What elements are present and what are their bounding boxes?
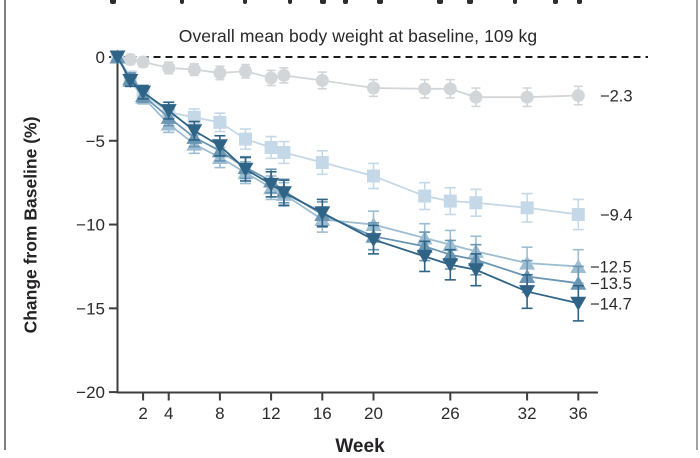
chart-subtitle: Overall mean body weight at baseline, 10… — [178, 26, 538, 46]
circle-marker — [469, 90, 483, 104]
series-gray-circles — [111, 50, 585, 108]
square-marker — [264, 140, 278, 154]
circle-marker — [367, 81, 380, 95]
circle-marker — [520, 90, 534, 104]
cropped-letter-fragment — [437, 0, 443, 4]
x-tick-label: 8 — [215, 404, 224, 423]
series-medium-blue-triangles-up — [109, 49, 587, 301]
y-tick-label: −15 — [76, 299, 105, 318]
square-marker — [213, 115, 227, 129]
square-marker — [367, 169, 380, 183]
triangle-down-marker — [263, 177, 280, 192]
circle-marker — [136, 55, 150, 69]
cropped-letter-fragment — [320, 0, 326, 4]
square-marker — [520, 201, 534, 215]
square-marker — [239, 132, 252, 146]
cropped-title-fragments — [0, 0, 700, 7]
figure-left-border — [4, 0, 6, 450]
cropped-letter-fragment — [577, 0, 582, 4]
cropped-letter-fragment — [343, 0, 348, 4]
triangle-down-marker — [109, 50, 126, 65]
circle-marker — [571, 89, 585, 103]
circle-marker — [418, 82, 432, 96]
cropped-letter-fragment — [467, 0, 473, 4]
x-tick-label: 4 — [164, 404, 173, 423]
x-tick-label: 20 — [364, 404, 383, 423]
circle-marker — [162, 61, 176, 75]
series-line — [116, 56, 579, 216]
triangle-down-marker — [570, 296, 587, 311]
y-tick-label: −10 — [76, 216, 105, 235]
figure-right-border — [696, 0, 698, 450]
cropped-letter-fragment — [288, 0, 292, 4]
cropped-letter-fragment — [513, 0, 517, 4]
y-axis-title: Change from Baseline (%) — [20, 116, 41, 334]
end-label-light-blue-squares: −9.4 — [600, 206, 633, 224]
x-tick-label: 26 — [441, 404, 460, 423]
circle-marker — [187, 63, 201, 77]
triangle-down-marker — [211, 139, 228, 154]
triangle-down-marker — [186, 124, 203, 139]
series-line — [116, 56, 579, 305]
circle-marker — [239, 64, 252, 78]
triangle-down-marker — [442, 258, 459, 273]
series-light-blue-squares — [111, 50, 585, 231]
cropped-letter-fragment — [377, 0, 383, 4]
triangle-down-marker — [160, 104, 177, 119]
square-marker — [443, 194, 457, 208]
triangle-down-marker — [365, 233, 382, 248]
circle-marker — [315, 73, 329, 87]
triangle-down-marker — [237, 162, 254, 177]
end-label-light-blue-triangles-up: −12.5 — [590, 258, 632, 276]
circle-marker — [213, 66, 227, 80]
circle-marker — [123, 53, 137, 67]
end-label-dark-blue-triangles-down: −14.7 — [590, 295, 632, 313]
circle-marker — [277, 68, 291, 82]
y-tick-label: 0 — [96, 48, 105, 67]
triangle-down-marker — [314, 206, 331, 221]
end-label-gray-circles: −2.3 — [600, 88, 633, 106]
cropped-letter-fragment — [243, 0, 247, 4]
series-line — [116, 56, 579, 268]
x-tick-label: 2 — [138, 404, 147, 423]
square-marker — [571, 207, 585, 221]
square-marker — [277, 146, 291, 160]
triangle-down-marker — [135, 85, 152, 100]
triangle-down-marker — [122, 73, 139, 88]
y-tick-label: −20 — [76, 383, 105, 402]
triangle-down-marker — [275, 186, 292, 201]
triangle-down-marker — [519, 285, 536, 300]
triangle-down-marker — [416, 249, 433, 264]
triangle-down-marker — [467, 263, 484, 278]
x-tick-label: 32 — [518, 404, 537, 423]
y-tick-label: −5 — [86, 132, 105, 151]
x-tick-label: 16 — [313, 404, 332, 423]
square-marker — [187, 110, 201, 124]
square-marker — [469, 196, 483, 210]
end-label-medium-blue-triangles-up: −13.5 — [590, 275, 632, 293]
x-tick-label: 12 — [262, 404, 281, 423]
circle-marker — [264, 71, 278, 85]
x-tick-label: 36 — [569, 404, 588, 423]
circle-marker — [443, 82, 457, 96]
square-marker — [418, 189, 432, 203]
cropped-letter-fragment — [110, 0, 116, 4]
cropped-letter-fragment — [180, 0, 184, 4]
series-dark-blue-triangles-down — [109, 50, 587, 322]
square-marker — [315, 156, 329, 170]
cropped-letter-fragment — [553, 0, 558, 4]
x-axis-title: Week — [335, 436, 385, 457]
series-line — [117, 56, 579, 99]
